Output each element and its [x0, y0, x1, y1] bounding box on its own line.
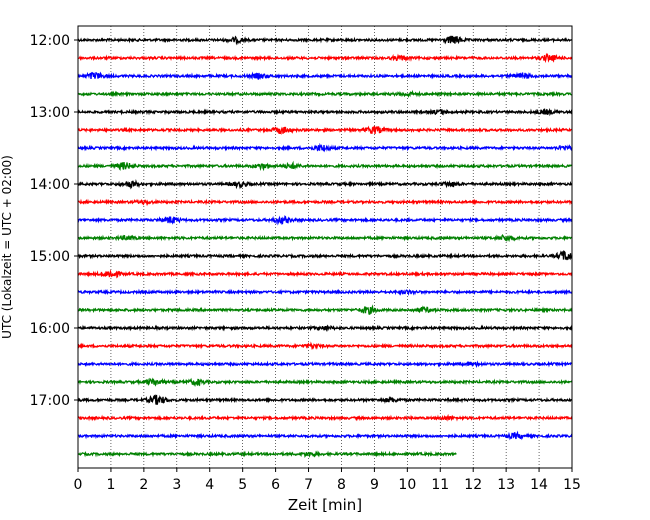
x-tick-label: 8 — [337, 477, 346, 493]
seismogram-trace-1445 — [77, 233, 573, 243]
seismogram-trace-1315 — [77, 125, 573, 135]
y-axis-label: UTC (Lokalzeit = UTC + 02:00) — [0, 155, 14, 339]
seismogram-trace-1530 — [77, 288, 573, 296]
x-tick-label: 14 — [530, 477, 548, 493]
x-tick-label: 10 — [398, 477, 416, 493]
x-tick-label: 5 — [238, 477, 247, 493]
x-tick-label: 6 — [271, 477, 280, 493]
y-tick-label: 13:00 — [30, 105, 70, 121]
seismogram-trace-1600 — [77, 324, 573, 333]
seismogram-trace-1715 — [77, 413, 573, 422]
y-axis-ticks: 12:00 13:00 14:00 15:00 16:00 17:00 — [30, 33, 78, 409]
seismogram-trace-1330 — [77, 142, 573, 153]
x-tick-label: 3 — [172, 477, 181, 493]
seismogram-trace-1230 — [77, 71, 573, 80]
y-tick-label: 15:00 — [30, 249, 70, 265]
plot-frame — [77, 25, 573, 469]
seismogram-trace-1415 — [77, 198, 573, 207]
seismogram-trace-1215 — [77, 52, 573, 64]
seismogram-trace-1745 — [77, 450, 457, 459]
seismogram-trace-1300 — [77, 107, 573, 117]
x-axis-label: Zeit [min] — [288, 496, 362, 514]
seismogram-trace-1700 — [77, 394, 573, 405]
x-tick-label: 1 — [106, 477, 115, 493]
x-tick-label: 4 — [205, 477, 214, 493]
x-tick-label: 9 — [370, 477, 379, 493]
seismogram-trace-1630 — [77, 360, 573, 369]
seismogram-trace-1645 — [77, 377, 573, 388]
x-tick-label: 13 — [497, 477, 515, 493]
seismogram-trace-1500 — [77, 249, 573, 261]
seismogram-trace-1200 — [77, 35, 573, 46]
seismogram-trace-1245 — [77, 89, 573, 98]
x-tick-label: 12 — [464, 477, 482, 493]
x-axis-ticks: 0 1 2 3 4 5 6 7 8 9 10 11 12 13 14 15 — [74, 468, 581, 493]
seismogram-trace-1345 — [77, 160, 573, 172]
y-tick-label: 17:00 — [30, 393, 70, 409]
x-tick-label: 7 — [304, 477, 313, 493]
y-tick-label: 14:00 — [30, 177, 70, 193]
x-tick-label: 11 — [431, 477, 449, 493]
x-tick-label: 0 — [74, 477, 83, 493]
y-tick-label: 12:00 — [30, 33, 70, 49]
seismogram-trace-1515 — [77, 269, 573, 279]
x-tick-label: 15 — [563, 477, 581, 493]
y-tick-label: 16:00 — [30, 321, 70, 337]
x-tick-label: 2 — [139, 477, 148, 493]
seismogram-trace-1615 — [77, 341, 573, 351]
seismogram-trace-1730 — [77, 430, 573, 441]
seismogram-trace-1400 — [77, 179, 573, 190]
seismogram-traces — [77, 35, 573, 459]
seismogram-trace-1430 — [77, 215, 573, 226]
seismogram-trace-1545 — [77, 304, 573, 315]
